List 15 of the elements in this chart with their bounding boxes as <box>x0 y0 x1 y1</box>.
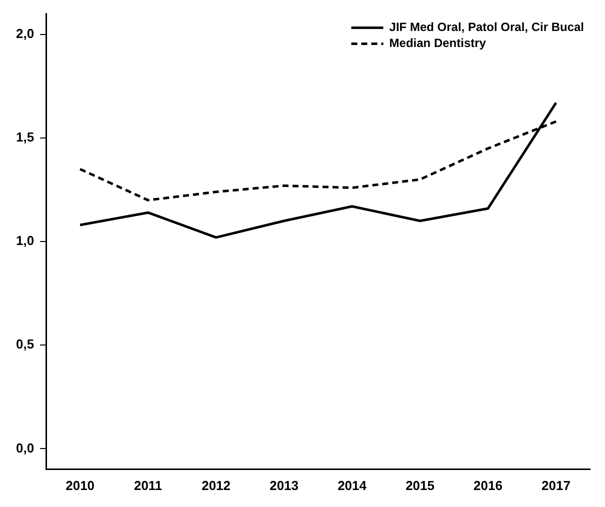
x-tick-label: 2015 <box>406 478 434 493</box>
x-tick-label: 2016 <box>474 478 502 493</box>
x-tick-label: 2012 <box>202 478 231 493</box>
y-tick-label: 0,5 <box>16 336 34 352</box>
y-tick-label: 2,0 <box>16 26 34 42</box>
y-tick-label: 1,5 <box>16 130 34 145</box>
x-tick-label: 2017 <box>542 478 570 493</box>
y-tick-label: 0,0 <box>16 440 34 456</box>
x-tick-label: 2013 <box>270 478 298 493</box>
legend-label: Median Dentistry <box>389 36 486 50</box>
legend-label: JIF Med Oral, Patol Oral, Cir Bucal <box>389 20 584 34</box>
x-tick-label: 2014 <box>338 478 368 493</box>
y-tick-label: 1,0 <box>16 233 34 248</box>
x-tick-label: 2010 <box>66 478 95 493</box>
x-tick-label: 2011 <box>134 478 162 493</box>
